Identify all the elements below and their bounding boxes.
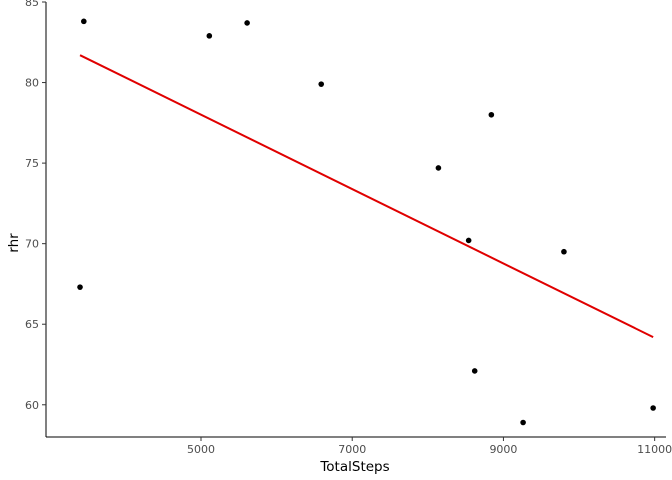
x-axis-title: TotalSteps [319,459,389,475]
data-point [520,419,526,426]
data-point [77,284,83,290]
data-point [471,368,478,374]
y-tick-label: 80 [25,77,39,90]
x-axis: 5000 7000 9000 11000 [46,436,672,456]
y-axis-title: rhr [6,233,22,253]
y-axis: 60 65 70 75 80 85 [25,0,47,437]
x-tick-label: 7000 [338,443,366,456]
data-point [561,248,567,255]
x-tick-label: 11000 [637,443,672,456]
regression-line [79,54,654,339]
y-tick-label: 75 [25,157,39,170]
data-point [435,165,442,171]
data-point [488,111,495,118]
y-tick-label: 70 [25,238,39,251]
y-tick-label: 65 [25,318,39,331]
data-point [244,20,250,26]
data-point [81,18,87,25]
data-point [650,405,656,411]
data-point [465,237,472,244]
x-tick-label: 9000 [489,443,517,456]
y-tick-label: 60 [25,399,39,412]
points-layer [77,18,656,426]
x-tick-label: 5000 [187,443,215,456]
data-point [318,81,325,87]
data-point [206,33,213,39]
fit-line-layer [79,54,654,339]
y-tick-label: 85 [25,0,39,9]
